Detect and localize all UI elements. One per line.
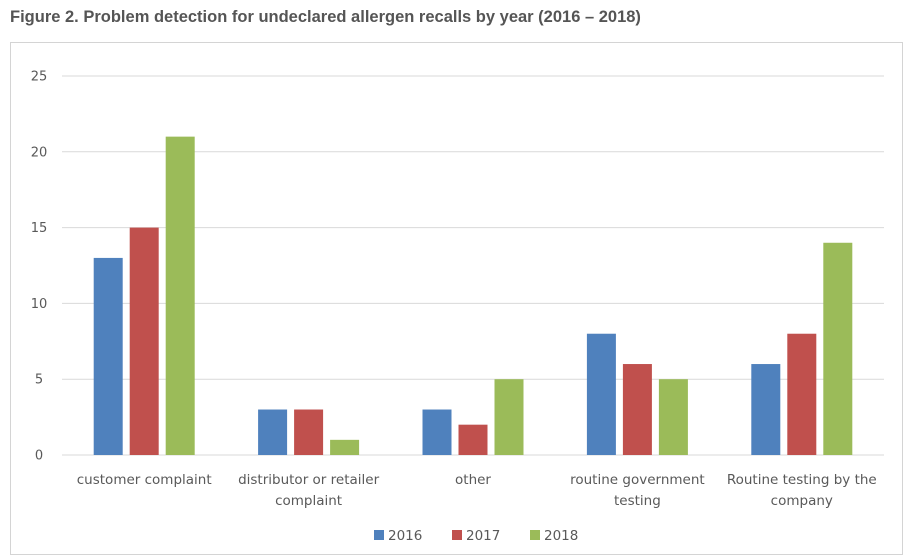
bar-2016-1 [258, 409, 288, 455]
bar-2016-3 [586, 333, 616, 455]
bar-2018-1 [330, 439, 360, 455]
y-tick-label: 10 [31, 297, 48, 312]
x-category-label: other [455, 472, 491, 488]
bar-2018-2 [494, 379, 524, 455]
legend-label-2018: 2018 [544, 528, 578, 544]
y-tick-label: 20 [31, 145, 48, 160]
x-category-label: distributor or retailer [238, 472, 380, 488]
legend-swatch-2017 [452, 530, 462, 540]
bar-2018-4 [823, 242, 853, 455]
bar-2016-2 [422, 409, 452, 455]
bar-2017-3 [622, 364, 652, 455]
bar-2016-4 [751, 364, 781, 455]
legend-label-2016: 2016 [388, 528, 422, 544]
x-category-label: testing [614, 493, 661, 509]
bars [93, 136, 853, 455]
x-category-label: complaint [275, 493, 342, 509]
bar-chart: 0 5 10 15 20 25 customer complaint distributor… [31, 70, 884, 544]
legend-swatch-2018 [530, 530, 540, 540]
x-category-label: routine government [570, 472, 705, 488]
legend-label-2017: 2017 [466, 528, 500, 544]
y-axis-tick-labels: 0 5 10 15 20 25 [31, 70, 48, 464]
bar-2016-0 [93, 257, 123, 455]
y-tick-label: 15 [31, 221, 48, 236]
bar-2017-1 [294, 409, 324, 455]
bar-2017-2 [458, 424, 488, 455]
bar-2017-4 [787, 333, 817, 455]
legend: 2016 2017 2018 [374, 528, 578, 544]
y-tick-label: 5 [35, 373, 43, 388]
gridlines [62, 75, 884, 456]
bar-2017-0 [129, 227, 159, 455]
x-category-label: customer complaint [77, 472, 212, 488]
bar-2018-3 [658, 379, 688, 455]
x-category-label: company [771, 493, 833, 509]
legend-swatch-2016 [374, 530, 384, 540]
y-tick-label: 0 [35, 449, 43, 464]
x-axis-category-labels: customer complaint distributor or retaile… [77, 472, 877, 509]
bar-2018-0 [165, 136, 195, 455]
chart-area: 0 5 10 15 20 25 customer complaint distributor… [10, 42, 903, 555]
x-category-label: Routine testing by the [727, 472, 877, 488]
y-tick-label: 25 [31, 70, 48, 85]
figure-title: Figure 2. Problem detection for undeclar… [10, 8, 641, 26]
